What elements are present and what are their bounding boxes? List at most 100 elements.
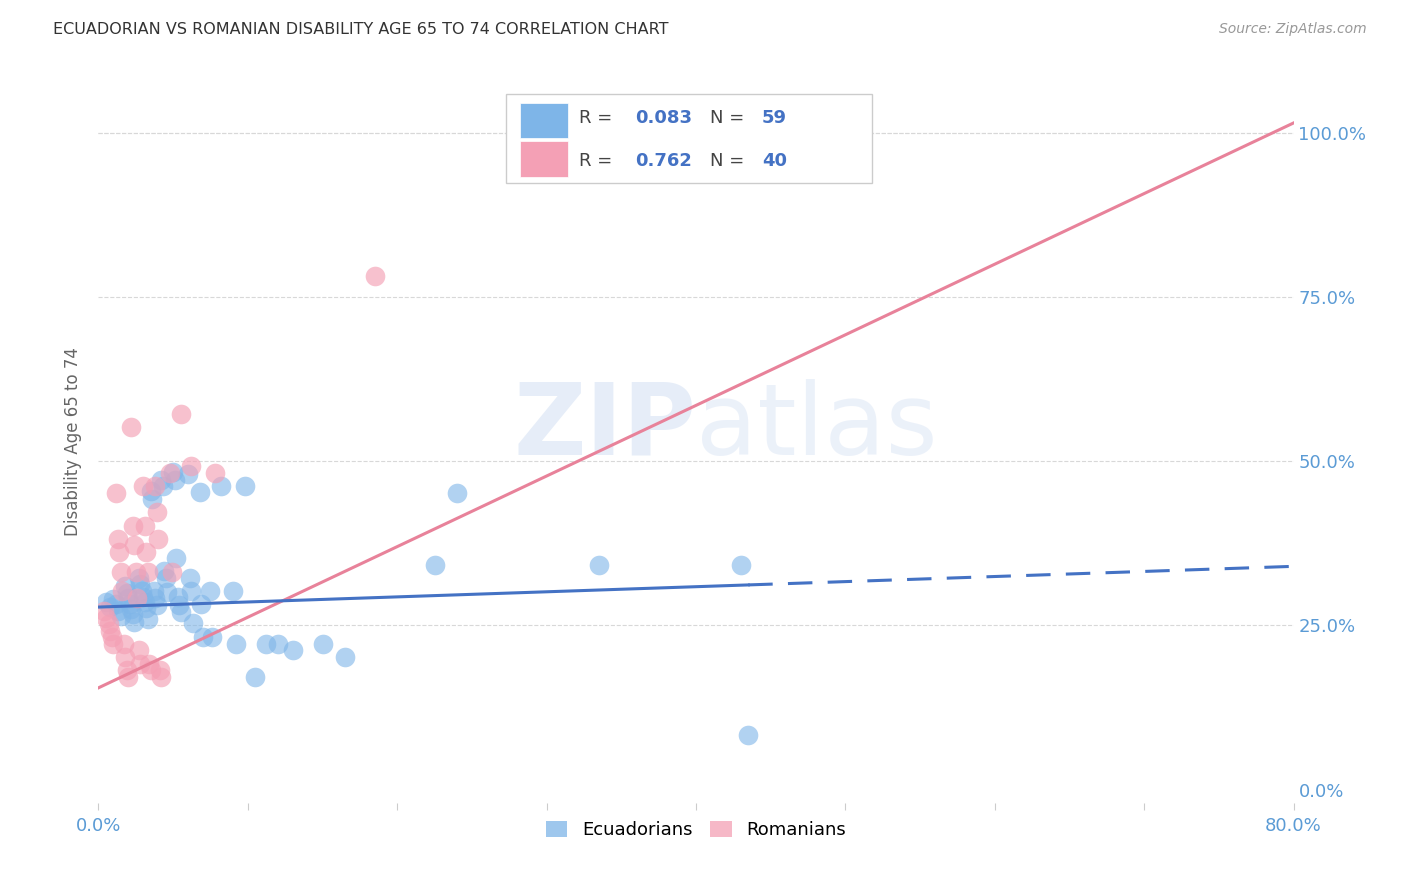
Text: Source: ZipAtlas.com: Source: ZipAtlas.com bbox=[1219, 22, 1367, 37]
Point bbox=[134, 518, 156, 533]
Point bbox=[112, 637, 135, 651]
Point bbox=[209, 479, 232, 493]
Point bbox=[124, 538, 146, 552]
Point bbox=[149, 663, 172, 677]
Point bbox=[134, 595, 156, 609]
Y-axis label: Disability Age 65 to 74: Disability Age 65 to 74 bbox=[65, 347, 83, 536]
Point bbox=[730, 116, 752, 130]
Point bbox=[93, 604, 115, 618]
Point bbox=[98, 600, 122, 615]
Point bbox=[129, 657, 152, 671]
Point bbox=[156, 585, 179, 599]
Point bbox=[103, 637, 125, 651]
Point bbox=[132, 479, 155, 493]
Point bbox=[169, 605, 191, 619]
Point bbox=[105, 598, 128, 612]
Point bbox=[446, 485, 468, 500]
Point bbox=[152, 479, 174, 493]
Point bbox=[177, 467, 200, 481]
Point bbox=[110, 608, 132, 623]
Point bbox=[136, 612, 159, 626]
Point bbox=[730, 558, 752, 572]
Point bbox=[169, 407, 191, 421]
Point bbox=[150, 473, 173, 487]
Point bbox=[233, 479, 256, 493]
Point bbox=[188, 485, 211, 500]
Point bbox=[191, 630, 214, 644]
Point bbox=[267, 637, 290, 651]
Point bbox=[94, 595, 117, 609]
Point bbox=[162, 466, 184, 480]
Text: ZIP: ZIP bbox=[513, 378, 696, 475]
Point bbox=[167, 598, 190, 612]
Point bbox=[201, 630, 224, 644]
Point bbox=[281, 643, 304, 657]
Point bbox=[97, 617, 120, 632]
Point bbox=[135, 601, 157, 615]
Point bbox=[311, 637, 333, 651]
Point bbox=[143, 479, 166, 493]
Text: 0.762: 0.762 bbox=[636, 152, 692, 169]
Point bbox=[115, 585, 138, 599]
Point bbox=[139, 483, 162, 498]
Point bbox=[117, 591, 139, 605]
Point bbox=[103, 592, 125, 607]
Text: atlas: atlas bbox=[696, 378, 938, 475]
Point bbox=[155, 570, 177, 584]
Text: N =: N = bbox=[710, 109, 749, 127]
Point bbox=[145, 506, 167, 520]
Point bbox=[115, 663, 138, 677]
Point bbox=[588, 558, 610, 572]
Point bbox=[131, 583, 153, 598]
Point bbox=[179, 570, 201, 584]
Point bbox=[114, 650, 136, 665]
Point bbox=[165, 550, 187, 565]
Point bbox=[225, 637, 247, 651]
Point bbox=[148, 532, 170, 546]
Point bbox=[98, 624, 122, 638]
Text: 40: 40 bbox=[762, 152, 787, 169]
Text: R =: R = bbox=[579, 152, 624, 169]
Point bbox=[180, 459, 202, 474]
Text: N =: N = bbox=[710, 152, 749, 169]
Point bbox=[128, 571, 150, 585]
Point bbox=[254, 637, 277, 651]
Text: 59: 59 bbox=[762, 109, 787, 127]
Point bbox=[136, 565, 159, 579]
Point bbox=[107, 604, 129, 618]
Point bbox=[128, 643, 150, 657]
Point bbox=[138, 657, 160, 671]
Point bbox=[125, 565, 148, 579]
Point bbox=[101, 630, 124, 644]
Point bbox=[120, 602, 142, 616]
Point bbox=[159, 466, 181, 480]
Point bbox=[110, 565, 132, 579]
Point bbox=[108, 545, 131, 559]
Legend: Ecuadorians, Romanians: Ecuadorians, Romanians bbox=[537, 812, 855, 848]
Point bbox=[204, 466, 226, 480]
Text: 0.083: 0.083 bbox=[636, 109, 693, 127]
Point bbox=[111, 584, 134, 599]
Point bbox=[141, 491, 163, 506]
Point bbox=[200, 583, 222, 598]
Point bbox=[145, 598, 167, 612]
Point bbox=[163, 473, 186, 487]
Point bbox=[135, 545, 157, 559]
Point bbox=[94, 610, 117, 624]
Point bbox=[107, 532, 129, 546]
Point bbox=[132, 590, 155, 604]
Point bbox=[333, 650, 356, 665]
Point bbox=[364, 268, 387, 283]
Point bbox=[160, 565, 183, 579]
Point bbox=[423, 558, 446, 572]
Point bbox=[121, 607, 143, 621]
Point bbox=[139, 663, 162, 677]
Point bbox=[142, 584, 165, 599]
Text: ECUADORIAN VS ROMANIAN DISABILITY AGE 65 TO 74 CORRELATION CHART: ECUADORIAN VS ROMANIAN DISABILITY AGE 65… bbox=[53, 22, 669, 37]
Point bbox=[114, 579, 136, 593]
Point bbox=[127, 591, 149, 605]
Point bbox=[166, 591, 188, 605]
Point bbox=[222, 584, 245, 599]
Point bbox=[121, 518, 143, 533]
Point bbox=[190, 598, 212, 612]
